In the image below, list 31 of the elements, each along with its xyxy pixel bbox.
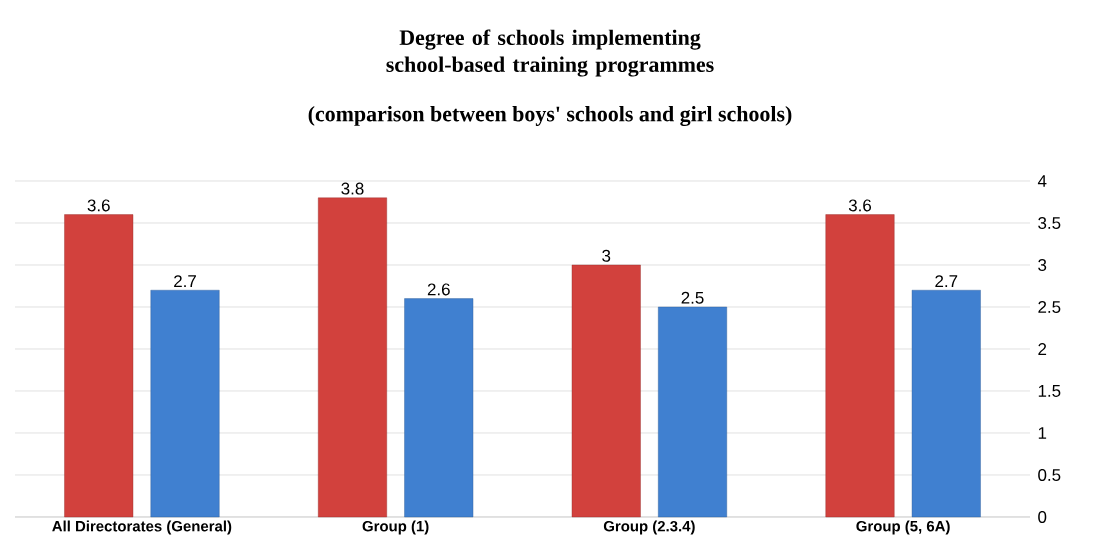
y-tick-label: 2.5 xyxy=(1038,300,1061,313)
bar xyxy=(658,306,727,518)
bar xyxy=(150,289,220,518)
data-label: 2.7 xyxy=(174,275,196,287)
bar xyxy=(825,214,895,518)
y-tick-label: 3 xyxy=(1038,258,1047,271)
x-tick-label: Group (2.3.4) xyxy=(603,520,695,535)
data-label: 2.6 xyxy=(427,283,450,296)
chart-title: Degree of schools implementing school-based training programmes xyxy=(386,29,714,77)
data-label: 3.8 xyxy=(341,182,364,195)
y-tick-label: 0 xyxy=(1038,510,1047,523)
y-tick-label: 4 xyxy=(1037,175,1047,187)
y-tick-label: 1 xyxy=(1038,427,1047,439)
y-tick-label: 0.5 xyxy=(1038,468,1061,481)
x-tick-label: All Directorates (General) xyxy=(52,520,232,535)
data-label: 3.6 xyxy=(87,199,110,212)
bar xyxy=(64,214,134,518)
bar xyxy=(404,298,474,518)
bar xyxy=(318,197,387,518)
data-label: 2.7 xyxy=(935,275,958,287)
x-tick-label: Group (5, 6A) xyxy=(856,520,950,535)
data-label: 2.5 xyxy=(681,291,704,304)
bar xyxy=(911,289,981,518)
chart-subtitle: (comparison between boys' schools and girl schools) xyxy=(308,105,792,127)
data-label: 3 xyxy=(602,249,611,262)
y-tick-label: 2 xyxy=(1038,343,1047,355)
y-tick-label: 3.5 xyxy=(1038,216,1061,229)
data-label: 3.6 xyxy=(848,199,872,212)
y-tick-label: 1.5 xyxy=(1038,385,1061,397)
bar xyxy=(571,264,641,518)
x-tick-label: Group (1) xyxy=(362,520,429,535)
